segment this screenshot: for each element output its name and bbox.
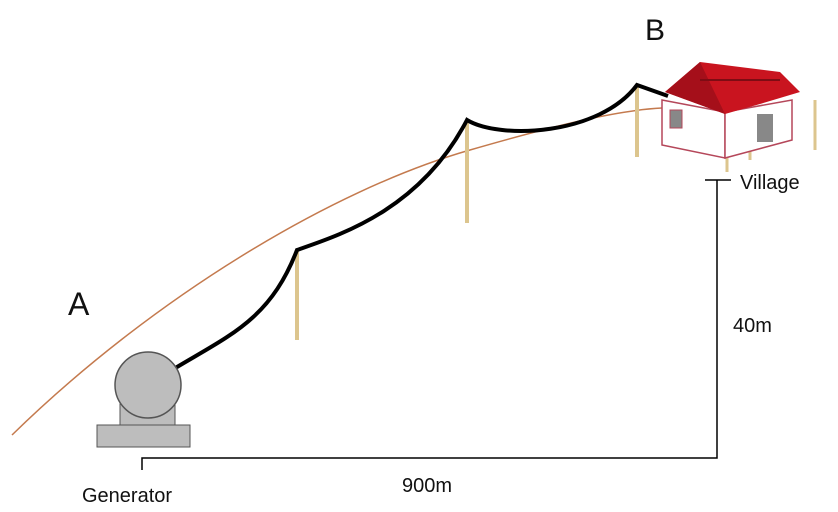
label-height: 40m [733,315,772,337]
dimension-line [141,180,718,470]
generator [96,351,191,448]
label-distance: 900m [402,475,452,497]
terrain-slope [11,107,663,436]
label-generator: Generator [82,485,172,507]
village-house [661,62,817,172]
label-b: B [645,14,665,47]
label-village: Village [740,172,800,194]
label-a: A [68,286,90,322]
power-cable [170,82,669,372]
